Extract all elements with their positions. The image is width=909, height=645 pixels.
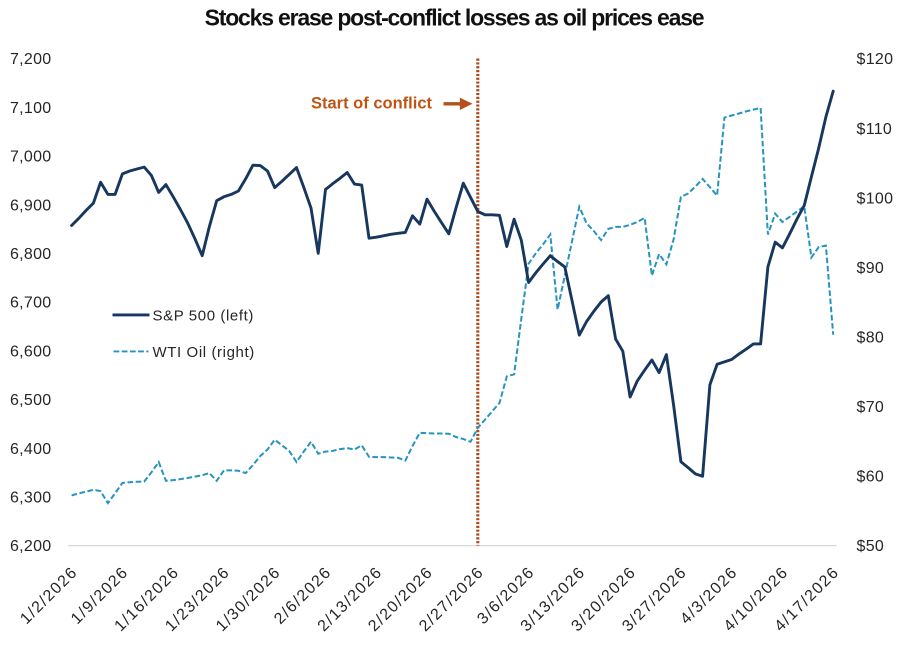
svg-text:$50: $50 bbox=[857, 538, 885, 555]
svg-text:6,200: 6,200 bbox=[10, 538, 52, 555]
svg-text:$100: $100 bbox=[857, 190, 894, 207]
svg-text:6,500: 6,500 bbox=[10, 392, 52, 409]
svg-text:$60: $60 bbox=[857, 469, 885, 486]
svg-text:6,300: 6,300 bbox=[10, 490, 52, 507]
svg-text:6,700: 6,700 bbox=[10, 295, 52, 312]
svg-text:S&P 500 (left): S&P 500 (left) bbox=[153, 307, 255, 324]
svg-text:Start of conflict: Start of conflict bbox=[311, 95, 433, 113]
svg-text:Stocks erase post-conflict los: Stocks erase post-conflict losses as oil… bbox=[205, 5, 704, 31]
svg-text:6,600: 6,600 bbox=[10, 343, 52, 360]
svg-text:6,400: 6,400 bbox=[10, 441, 52, 458]
svg-text:7,100: 7,100 bbox=[10, 100, 52, 117]
svg-text:$90: $90 bbox=[857, 260, 885, 277]
svg-text:6,800: 6,800 bbox=[10, 246, 52, 263]
svg-text:$110: $110 bbox=[857, 121, 893, 138]
svg-text:WTI Oil (right): WTI Oil (right) bbox=[153, 344, 255, 361]
svg-text:$120: $120 bbox=[857, 51, 894, 68]
svg-text:7,200: 7,200 bbox=[10, 51, 52, 68]
svg-text:6,900: 6,900 bbox=[10, 197, 52, 214]
svg-text:7,000: 7,000 bbox=[10, 149, 52, 166]
svg-text:$70: $70 bbox=[857, 399, 885, 416]
svg-text:$80: $80 bbox=[857, 330, 885, 347]
